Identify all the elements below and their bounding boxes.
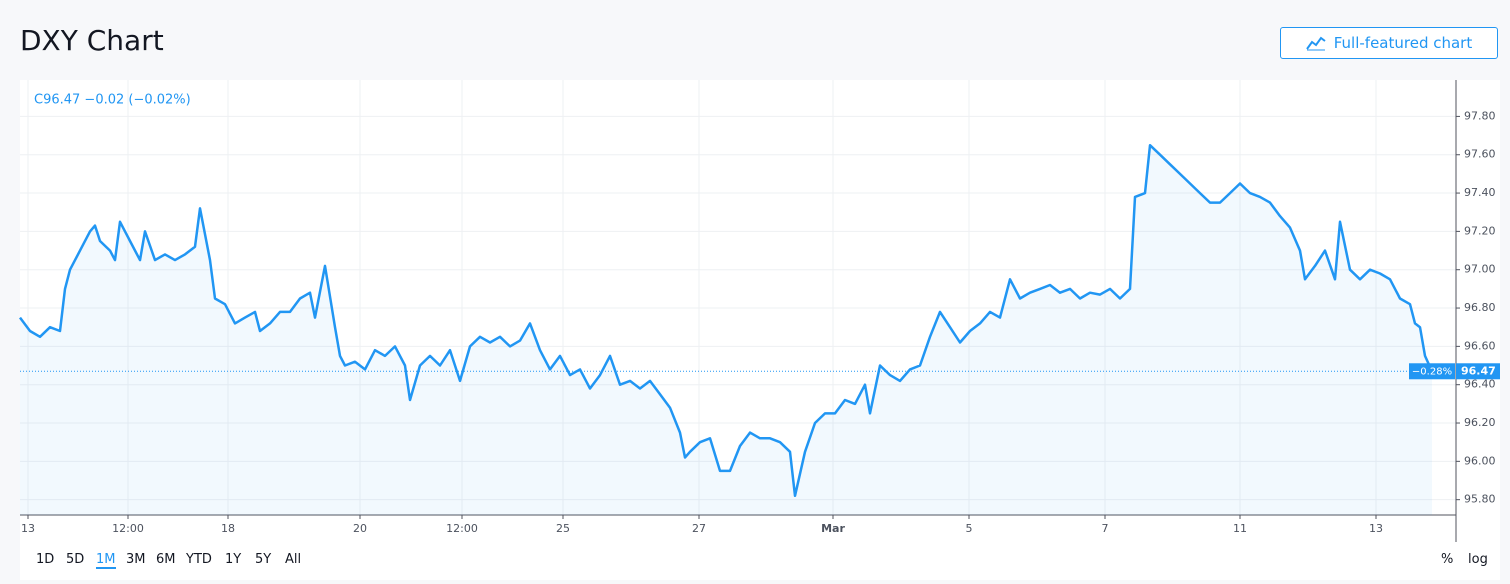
line (18, 143, 1434, 498)
full-chart-button[interactable]: Full-featured chart (1280, 27, 1498, 59)
x-tick-label: 20 (353, 522, 367, 535)
y-tick-label: 97.00 (1464, 263, 1496, 276)
range-button[interactable]: log (1468, 552, 1488, 567)
legend: C96.47 −0.02 (−0.02%) (34, 93, 191, 108)
y-tick-label: 97.20 (1464, 224, 1496, 237)
y-tick-label: 97.80 (1464, 109, 1496, 122)
y-tick-label: 95.80 (1464, 493, 1496, 506)
chart-icon (1305, 36, 1326, 51)
page-title: DXY Chart (20, 24, 164, 57)
y-tick-label: 96.60 (1464, 339, 1496, 352)
range-button[interactable]: 5D (66, 552, 85, 567)
x-tick-label: 25 (556, 522, 570, 535)
x-tick-label: 12:00 (446, 522, 478, 535)
range-button[interactable]: % (1441, 552, 1454, 567)
x-tick-label: 12:00 (112, 522, 144, 535)
range-button[interactable]: 3M (126, 552, 146, 567)
chart-card (20, 80, 1500, 580)
range-button[interactable]: YTD (186, 552, 212, 567)
y-tick-label: 96.80 (1464, 301, 1496, 314)
x-tick-label: 7 (1102, 522, 1109, 535)
range-button[interactable]: 1D (36, 552, 55, 567)
range-button[interactable]: 5Y (255, 552, 272, 567)
x-tick-label: 27 (692, 522, 706, 535)
x-tick-label: 11 (1233, 522, 1247, 535)
change-badge (1409, 363, 1455, 380)
change-label: −0.28% (1412, 366, 1452, 377)
range-button[interactable]: 1M (96, 552, 116, 569)
area (20, 145, 1432, 515)
x-tick-label: 13 (21, 522, 35, 535)
y-tick-label: 96.40 (1464, 378, 1496, 391)
y-tick-label: 96.20 (1464, 416, 1496, 429)
button-label: Full-featured chart (1333, 34, 1473, 52)
x-tick-label: 13 (1369, 522, 1383, 535)
range-button[interactable]: 1Y (225, 552, 242, 567)
range-button[interactable]: 6M (156, 552, 176, 567)
y-tick-label: 97.40 (1464, 186, 1496, 199)
grid (20, 80, 1456, 515)
y-tick-label: 96.00 (1464, 454, 1496, 467)
y-tick-label: 97.60 (1464, 148, 1496, 161)
x-tick-label: 18 (221, 522, 235, 535)
x-tick-label: Mar (821, 522, 845, 535)
price-badge (1456, 363, 1500, 380)
x-tick-label: 5 (966, 522, 973, 535)
range-button[interactable]: All (285, 552, 302, 567)
price-label: 96.47 (1461, 364, 1496, 377)
